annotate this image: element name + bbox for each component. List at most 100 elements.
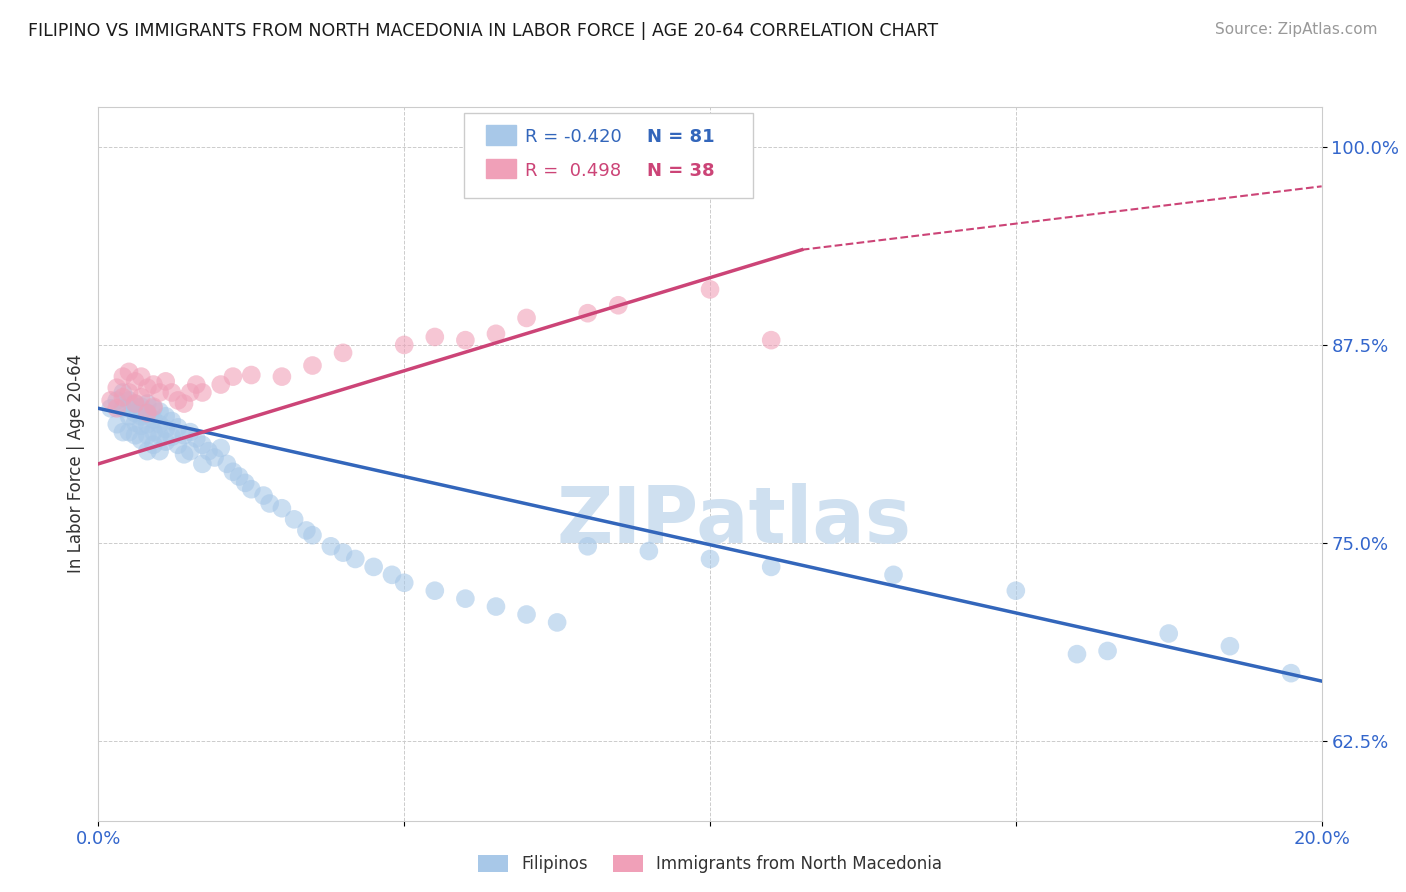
Point	[136, 444, 159, 458]
Point	[105, 401, 128, 416]
Point	[240, 482, 263, 496]
Point	[124, 375, 146, 389]
Point	[607, 298, 630, 312]
Point	[699, 552, 721, 566]
Point	[142, 400, 165, 414]
Point	[160, 430, 183, 444]
Point	[136, 396, 159, 410]
Point	[204, 450, 226, 465]
Point	[149, 404, 172, 418]
Point	[118, 425, 141, 439]
Point	[759, 560, 782, 574]
Point	[179, 425, 201, 439]
Point	[759, 333, 782, 347]
Point	[228, 469, 250, 483]
Point	[222, 369, 245, 384]
Point	[301, 528, 323, 542]
Point	[186, 432, 208, 446]
Point	[142, 438, 165, 452]
Point	[149, 417, 172, 432]
Point	[155, 422, 177, 436]
Point	[167, 438, 190, 452]
Point	[301, 359, 323, 373]
Point	[142, 425, 165, 439]
Point	[516, 310, 538, 325]
Text: N = 38: N = 38	[647, 162, 714, 180]
Point	[118, 401, 141, 416]
Point	[124, 396, 146, 410]
Point	[270, 501, 292, 516]
Point	[485, 326, 508, 341]
Point	[136, 381, 159, 395]
Point	[576, 539, 599, 553]
Point	[160, 414, 183, 428]
Point	[423, 330, 446, 344]
Point	[136, 406, 159, 420]
Point	[454, 591, 477, 606]
Text: FILIPINO VS IMMIGRANTS FROM NORTH MACEDONIA IN LABOR FORCE | AGE 20-64 CORRELATI: FILIPINO VS IMMIGRANTS FROM NORTH MACEDO…	[28, 22, 938, 40]
Point	[637, 544, 661, 558]
Point	[270, 369, 292, 384]
Point	[149, 428, 172, 442]
Point	[129, 369, 152, 384]
Point	[191, 438, 214, 452]
Point	[283, 512, 305, 526]
Point	[423, 583, 446, 598]
Point	[1004, 583, 1026, 598]
Point	[118, 385, 141, 400]
Point	[111, 401, 134, 416]
Point	[111, 369, 134, 384]
Point	[576, 306, 599, 320]
Point	[699, 282, 721, 296]
Point	[1097, 644, 1119, 658]
Point	[105, 381, 128, 395]
Point	[332, 346, 354, 360]
Point	[173, 447, 195, 461]
Point	[129, 418, 152, 433]
Point	[149, 385, 172, 400]
Point	[111, 385, 134, 400]
Point	[124, 406, 146, 420]
Text: R =  0.498: R = 0.498	[524, 162, 621, 180]
Point	[124, 396, 146, 410]
Point	[209, 377, 232, 392]
Text: Source: ZipAtlas.com: Source: ZipAtlas.com	[1215, 22, 1378, 37]
Point	[155, 434, 177, 449]
Point	[173, 396, 195, 410]
Legend: Filipinos, Immigrants from North Macedonia: Filipinos, Immigrants from North Macedon…	[471, 848, 949, 880]
Point	[136, 406, 159, 420]
Point	[883, 567, 905, 582]
Point	[516, 607, 538, 622]
Point	[197, 444, 219, 458]
Point	[454, 333, 477, 347]
Point	[118, 365, 141, 379]
Point	[332, 546, 354, 560]
Point	[186, 377, 208, 392]
Point	[100, 401, 122, 416]
Point	[136, 428, 159, 442]
Point	[160, 385, 183, 400]
Point	[295, 524, 318, 538]
Point	[173, 428, 195, 442]
Point	[142, 401, 165, 416]
Point	[129, 433, 152, 447]
Point	[129, 390, 152, 404]
Point	[105, 417, 128, 432]
Point	[105, 393, 128, 408]
Point	[124, 416, 146, 430]
Point	[124, 428, 146, 442]
Text: ZIPatlas: ZIPatlas	[557, 483, 912, 559]
Point	[142, 412, 165, 426]
Point	[215, 457, 238, 471]
Point	[363, 560, 385, 574]
Point	[252, 489, 274, 503]
Point	[118, 409, 141, 424]
Point	[209, 441, 232, 455]
Point	[1219, 639, 1241, 653]
Point	[240, 368, 263, 382]
Point	[222, 465, 245, 479]
Point	[129, 400, 152, 414]
Point	[392, 338, 416, 352]
Point	[155, 409, 177, 424]
Point	[111, 390, 134, 404]
